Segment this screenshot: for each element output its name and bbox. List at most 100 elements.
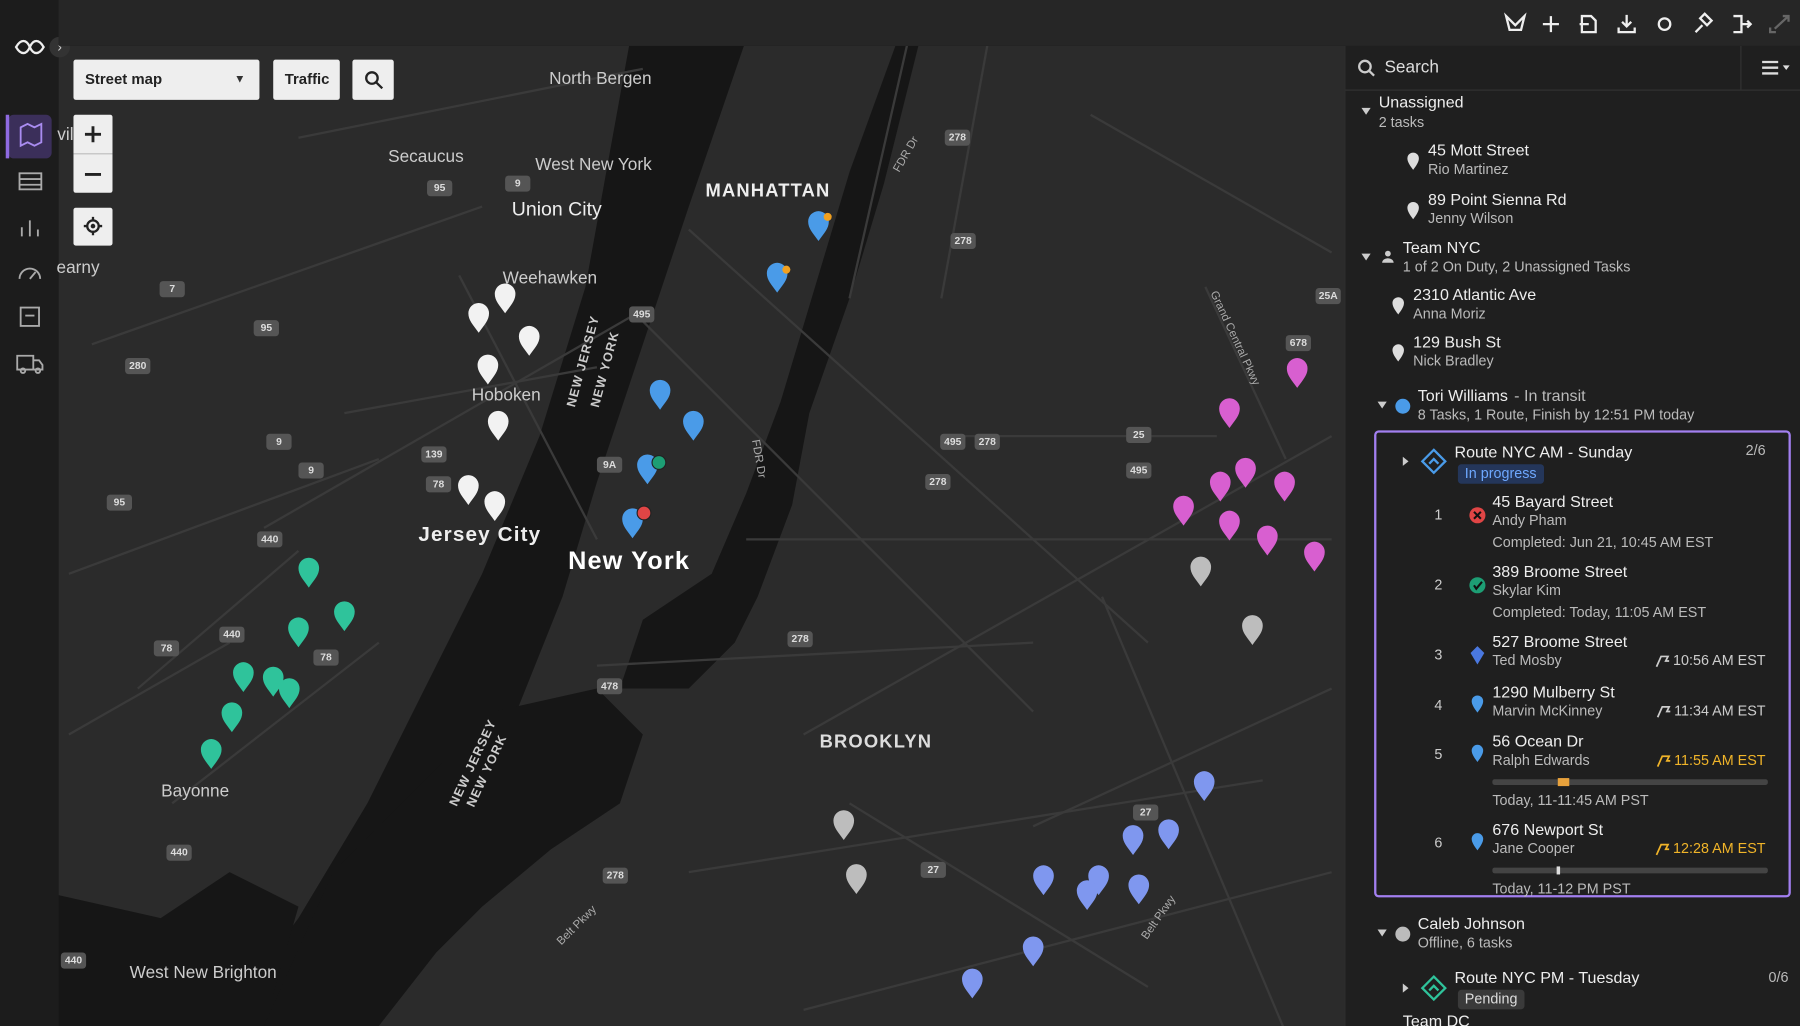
highway-shield-label: 95 (260, 322, 273, 334)
task-assignee: Nick Bradley (1413, 352, 1494, 369)
stop-eta: 11:55 AM EST (1674, 752, 1766, 769)
road (940, 45, 989, 299)
map-label: West New Brighton (129, 962, 277, 983)
road (1089, 113, 1333, 254)
group-title: Unassigned (1378, 92, 1464, 111)
highway-shield-label: 278 (606, 869, 624, 881)
highway-shield-label: 25 (1133, 428, 1145, 441)
highway-shield-label: 9A (602, 458, 617, 471)
stop-number: 3 (1434, 646, 1443, 663)
highway-shield-label: 495 (633, 308, 651, 320)
stop-assignee: Ralph Edwards (1492, 752, 1590, 769)
driver-subtitle: Offline, 6 tasks (1417, 934, 1513, 951)
locate-button[interactable] (73, 207, 113, 246)
stop-number: 4 (1434, 697, 1443, 714)
highway-shield-label: 495 (1130, 464, 1148, 476)
map-label: Hoboken (471, 385, 541, 406)
search-bar[interactable]: Search (1345, 45, 1800, 91)
map-label: Jersey City (418, 522, 542, 546)
group-title: Team DC (1402, 1011, 1470, 1026)
highway-shield-label: 25A (1318, 289, 1338, 302)
group-subtitle: 2 tasks (1378, 114, 1425, 131)
highway-shield-label: 440 (261, 533, 279, 545)
sidebar-icons (5, 39, 52, 374)
stop-detail: Completed: Jun 21, 10:45 AM EST (1492, 534, 1714, 551)
road (688, 779, 1263, 874)
stop-number: 2 (1434, 576, 1443, 593)
search-placeholder: Search (1384, 57, 1440, 77)
map-label: earny (56, 258, 100, 278)
route-title: Route NYC PM - Tuesday (1454, 968, 1640, 987)
driver-name: Tori Williams (1417, 386, 1508, 405)
task-assignee: Rio Martinez (1428, 161, 1509, 178)
driver-name: Caleb Johnson (1417, 914, 1525, 933)
highway-shield-label: 440 (64, 954, 83, 966)
highway-shield-label: 495 (944, 435, 962, 448)
traffic-label: Traffic (284, 70, 330, 88)
stop-eta: 10:56 AM EST (1673, 652, 1766, 669)
highway-shield-label: 678 (1289, 336, 1307, 349)
map-label: Union City (511, 198, 602, 221)
route-progress: 0/6 (1768, 969, 1789, 986)
highway-shield-label: 278 (929, 475, 947, 488)
task-address: 2310 Atlantic Ave (1413, 285, 1537, 304)
stop-address: 45 Bayard Street (1492, 491, 1613, 511)
highway-shield-label: 78 (160, 642, 173, 654)
road (596, 641, 1034, 667)
road (263, 308, 644, 529)
highway-shield-label: 440 (223, 628, 241, 640)
stop-address: 676 Newport St (1492, 820, 1604, 839)
map-label: BROOKLYN (819, 732, 933, 753)
task-address: 45 Mott Street (1428, 140, 1530, 160)
map-label: Secaucus (388, 146, 464, 167)
stop-number: 1 (1434, 506, 1443, 523)
road (344, 366, 598, 415)
highway-shield-label: 9 (308, 464, 314, 476)
highway-shield-label: 9 (514, 177, 521, 189)
road (848, 802, 1149, 988)
map-label: New York (568, 546, 691, 575)
driver-subtitle: 8 Tasks, 1 Route, Finish by 12:51 PM tod… (1417, 406, 1695, 423)
road (68, 457, 380, 575)
road (803, 871, 1332, 1011)
stop-eta: 12:28 AM EST (1673, 840, 1766, 857)
stop-assignee: Skylar Kim (1492, 582, 1561, 599)
road (91, 205, 483, 346)
list-options[interactable] (1740, 45, 1800, 90)
highway-shield-label: 278 (791, 633, 809, 645)
zoom-controls[interactable] (73, 114, 113, 193)
group-subtitle: 1 of 2 On Duty, 2 Unassigned Tasks (1402, 258, 1631, 275)
map-search-button[interactable] (352, 59, 394, 100)
stop-address: 389 Broome Street (1492, 561, 1628, 581)
highway-shield-label: 78 (320, 651, 332, 663)
road (688, 228, 1149, 644)
highway-shield-label: 139 (425, 448, 443, 460)
stop-assignee: Andy Pham (1492, 512, 1567, 529)
stop-address: 527 Broome Street (1492, 631, 1628, 651)
route-progress: 2/6 (1745, 442, 1766, 459)
road (1100, 596, 1285, 1026)
stop-window: Today, 11-12 PM PST (1492, 880, 1631, 897)
highway-shield-label: 27 (927, 863, 940, 876)
stop-eta: 11:34 AM EST (1674, 702, 1766, 719)
top-bar (58, 0, 1800, 46)
highway-shield-label: 9 (276, 435, 282, 448)
map[interactable] (58, 45, 1345, 1026)
traffic-button[interactable]: Traffic (273, 59, 340, 100)
highway-shield-label: 7 (169, 282, 176, 295)
map-label: vil (57, 125, 74, 145)
map-type-select[interactable]: Street map ▼ (73, 59, 260, 100)
highway-shield-label: 278 (954, 234, 972, 247)
road (298, 67, 644, 139)
highway-shield-label: 78 (432, 478, 445, 490)
group-title: Team NYC (1402, 238, 1481, 257)
stop-assignee: Jane Cooper (1492, 840, 1575, 857)
top-bar-icons[interactable] (59, 0, 1800, 46)
stop-detail: Completed: Today, 11:05 AM EST (1492, 604, 1707, 621)
highway-shield-label: 280 (129, 359, 147, 372)
road (137, 549, 300, 690)
map-label: Bayonne (161, 781, 230, 802)
highway-shield-label: 278 (948, 131, 967, 143)
map-label: West New York (535, 154, 652, 175)
